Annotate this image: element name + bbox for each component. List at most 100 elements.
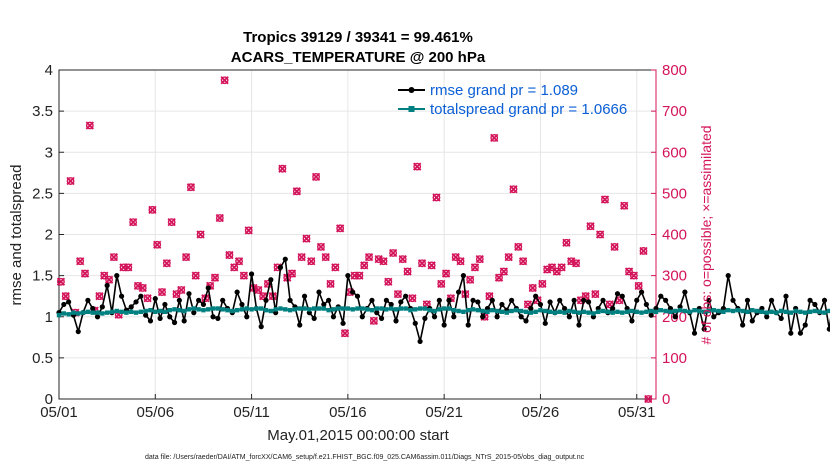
obs-count-point: [254, 285, 263, 295]
totalspread-point: [143, 308, 148, 314]
chart-title-line-1: Tropics 39129 / 39341 = 99.461%: [243, 29, 473, 46]
totalspread-point: [682, 308, 688, 314]
totalspread-point: [644, 309, 649, 315]
totalspread-point: [345, 306, 351, 311]
obs-assimilated-marker: [518, 257, 528, 266]
rmse-point: [561, 305, 568, 312]
obs-assimilated-marker: [528, 283, 537, 293]
obs-possible-marker: [182, 253, 191, 262]
obs-possible-marker: [562, 238, 571, 247]
obs-assimilated-marker: [234, 257, 244, 266]
obs-assimilated-marker: [124, 263, 133, 272]
rmse-point: [321, 301, 327, 308]
obs-assimilated-marker: [591, 289, 600, 299]
obs-assimilated-marker: [80, 269, 90, 278]
obs-count-point: [162, 259, 171, 268]
obs-assimilated-marker: [384, 277, 393, 286]
totalspread-point: [432, 308, 437, 314]
totalspread-point: [571, 309, 577, 315]
obs-possible-marker: [66, 177, 75, 185]
totalspread-point: [129, 309, 134, 315]
obs-possible-marker: [557, 263, 566, 272]
obs-possible-marker: [119, 263, 128, 272]
totalspread-point: [721, 309, 726, 315]
obs-count-point: [355, 271, 364, 280]
obs-possible-marker: [639, 247, 648, 255]
totalspread-point: [206, 307, 211, 312]
obs-possible-marker: [519, 257, 528, 266]
totalspread-point: [470, 307, 476, 312]
obs-assimilated-marker: [639, 246, 648, 256]
rmse-point: [701, 326, 707, 332]
obs-possible-marker: [509, 185, 518, 194]
totalspread-point: [523, 309, 529, 315]
obs-assimilated-marker: [543, 265, 552, 274]
rmse-point: [610, 305, 616, 312]
rmse-point: [764, 314, 770, 320]
rmse-point: [489, 297, 495, 303]
totalspread-point: [249, 307, 254, 312]
obs-count-point: [639, 246, 648, 256]
y-axis-left: 0 0.5 1 1.5 2 2.5 3 3.5 4: [32, 62, 64, 408]
totalspread-point: [61, 311, 67, 316]
obs-assimilated-marker: [177, 285, 186, 295]
obs-assimilated-marker: [470, 263, 480, 272]
obs-possible-marker: [321, 253, 330, 262]
rmse-point: [354, 293, 361, 299]
rmse-point: [297, 322, 303, 328]
totalspread-point: [466, 307, 471, 313]
rmse-point: [682, 289, 688, 295]
obs-assimilated-marker: [437, 279, 446, 288]
obs-possible-marker: [312, 173, 320, 181]
legend-rmse-label: rmse grand pr = 1.089: [430, 82, 578, 99]
obs-assimilated-marker: [220, 76, 229, 85]
totalspread-point: [456, 308, 461, 314]
obs-possible-marker: [601, 195, 609, 204]
obs-count-point: [76, 257, 85, 266]
totalspread-point: [509, 308, 514, 314]
rmse-point: [542, 320, 548, 326]
totalspread-point: [701, 309, 707, 315]
totalspread-point: [759, 309, 765, 315]
obs-count-point: [413, 162, 422, 171]
obs-assimilated-marker: [360, 261, 369, 270]
obs-count-point: [441, 269, 451, 278]
rmse-point: [749, 318, 755, 324]
obs-count-point: [644, 394, 653, 404]
rmse-point: [181, 318, 187, 324]
obs-assimilated-marker: [95, 292, 104, 301]
rmse-point: [768, 297, 775, 303]
totalspread-point: [543, 308, 548, 314]
obs-possible-marker: [148, 205, 157, 214]
obs-assimilated-marker: [547, 263, 557, 272]
obs-assimilated-marker: [258, 292, 268, 301]
obs-possible-marker: [538, 279, 547, 288]
x-axis: 05/01 05/06 05/11 05/16 05/21 05/26 05/31: [40, 394, 656, 421]
obs-possible-marker: [398, 255, 407, 264]
rmse-point: [821, 297, 828, 303]
rmse-point: [412, 320, 418, 326]
totalspread-point: [259, 306, 264, 311]
obs-possible-marker: [341, 329, 349, 338]
obs-assimilated-marker: [210, 273, 220, 282]
totalspread-point: [196, 307, 201, 312]
obs-assimilated-marker: [336, 224, 345, 233]
totalspread-point: [490, 307, 495, 313]
obs-count-point: [600, 195, 610, 204]
rmse-point: [711, 314, 717, 320]
obs-count-point: [620, 201, 629, 210]
rmse-point: [94, 314, 101, 320]
obs-count-point: [417, 259, 427, 268]
obs-count-point: [408, 294, 417, 303]
chart-title-line-2: ACARS_TEMPERATURE @ 200 hPa: [231, 49, 486, 66]
totalspread-point: [663, 308, 668, 314]
obs-possible-marker: [418, 259, 426, 268]
rmse-point: [398, 299, 404, 305]
data-series: [56, 256, 830, 345]
obs-assimilated-marker: [567, 257, 576, 266]
obs-possible-marker: [408, 294, 417, 303]
rmse-point: [258, 324, 264, 330]
obs-possible-marker: [230, 263, 239, 272]
rmse-point: [499, 301, 505, 308]
totalspread-point: [104, 310, 110, 315]
